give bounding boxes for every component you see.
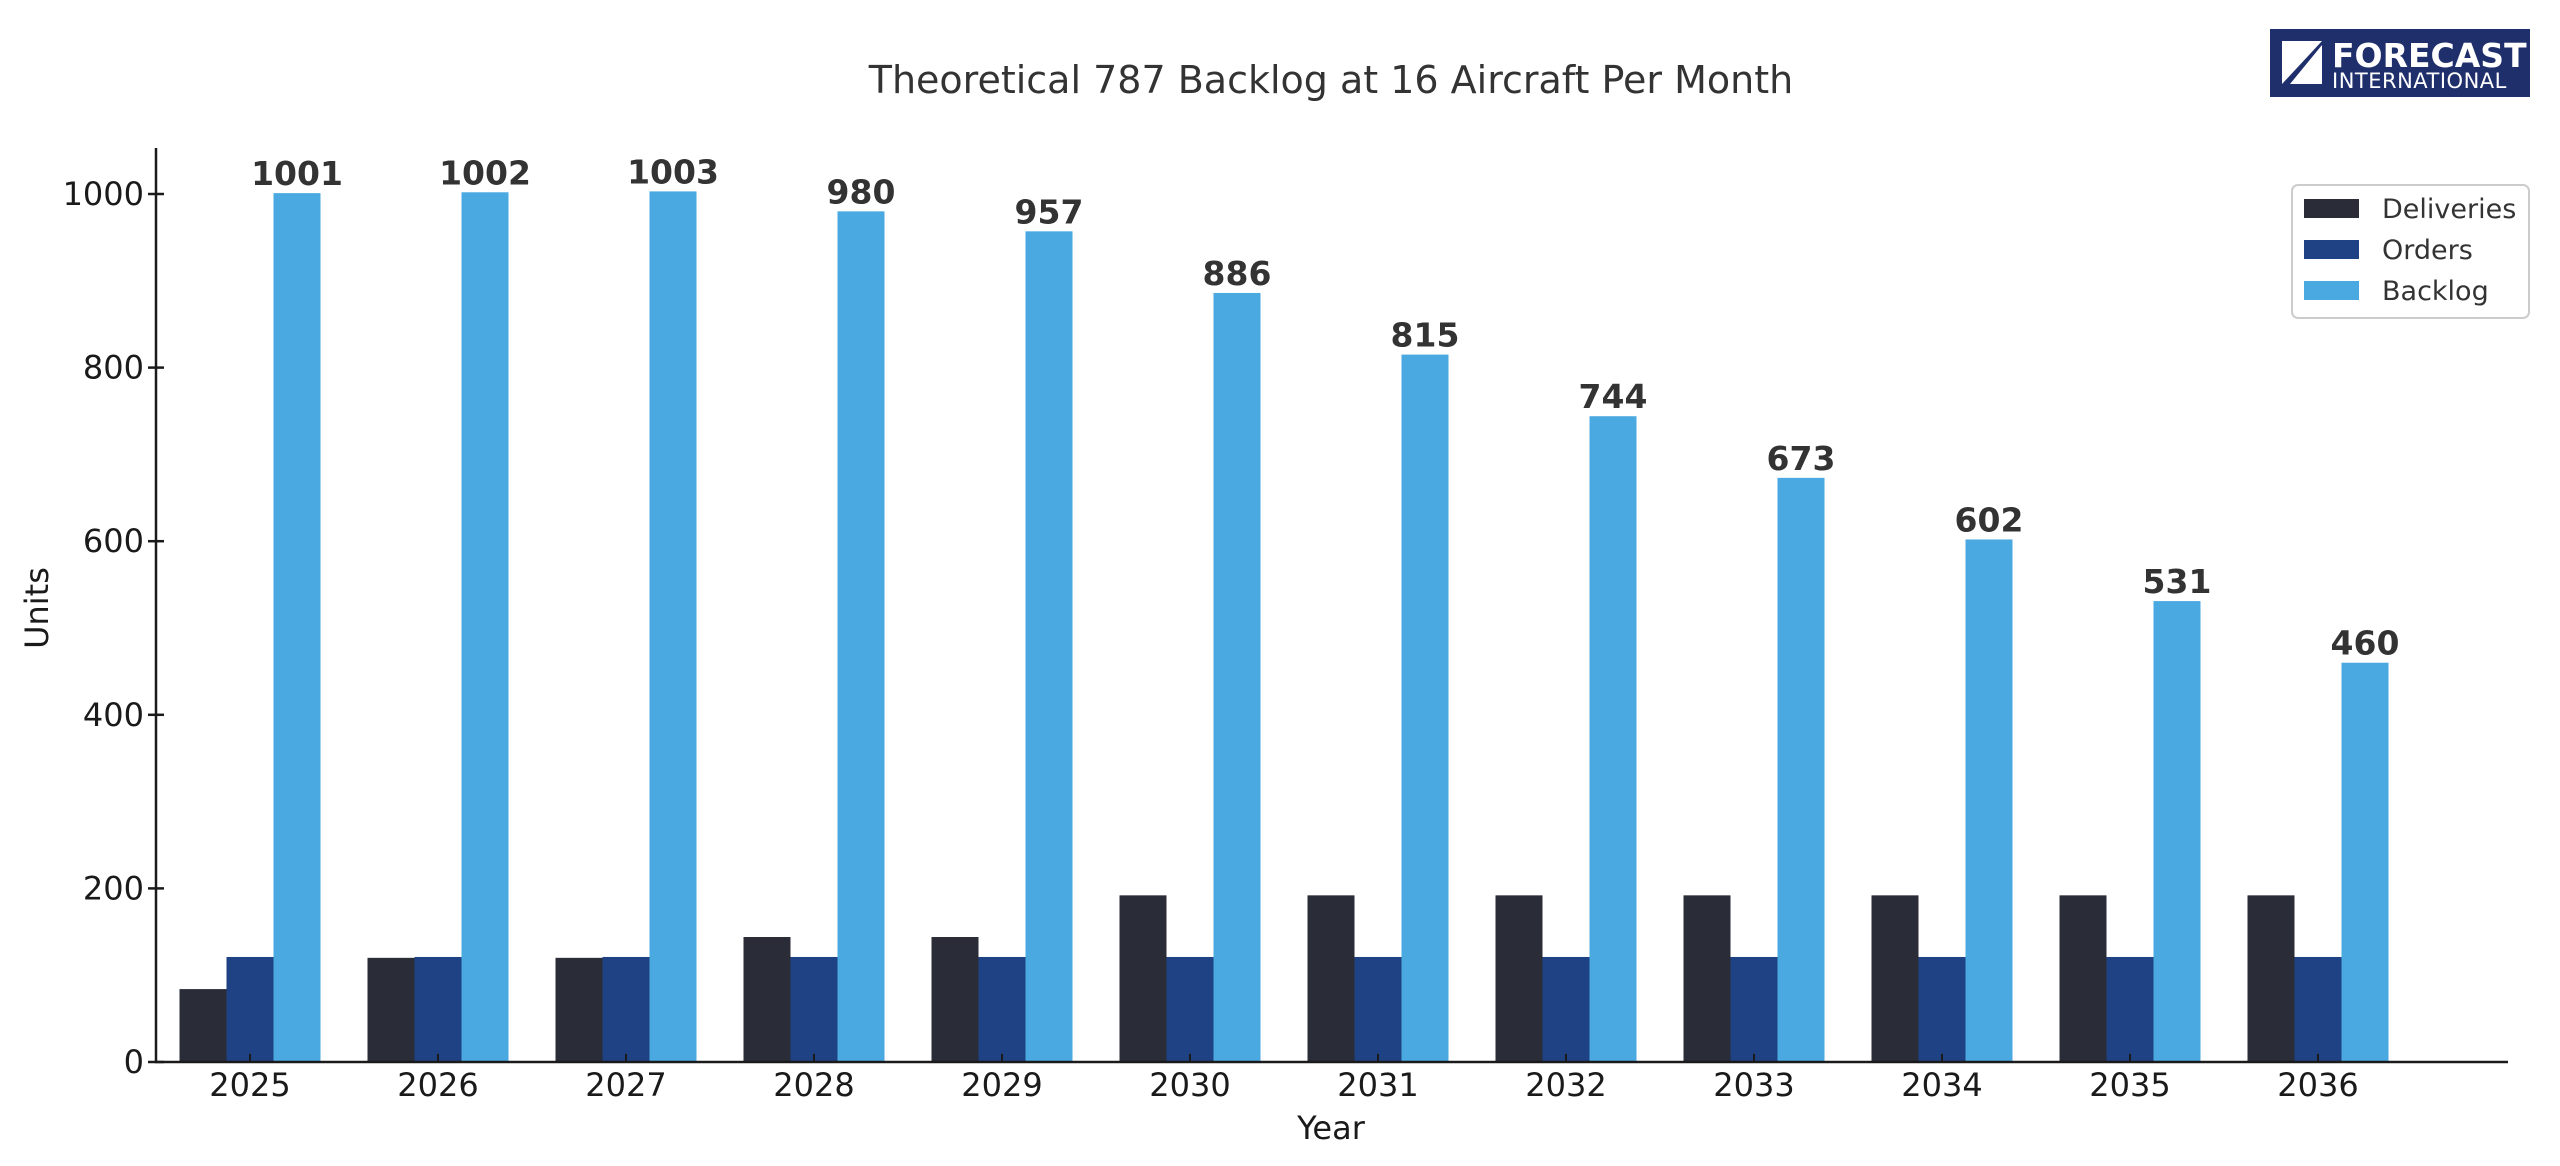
bar-orders-2025 (226, 956, 274, 1062)
legend-label-backlog: Backlog (2382, 276, 2489, 307)
bar-backlog-2027 (649, 191, 697, 1063)
legend-swatch-orders (2304, 240, 2359, 259)
bar-backlog-2025 (273, 193, 321, 1062)
bar-orders-2027 (602, 956, 650, 1062)
x-tick-label-2032: 2032 (1525, 1066, 1606, 1104)
data-label-2027: 1003 (627, 152, 719, 191)
y-tick-label: 1000 (63, 175, 144, 213)
x-tick-label-2026: 2026 (397, 1066, 478, 1104)
x-tick-label-2033: 2033 (1713, 1066, 1794, 1104)
y-tick-label: 600 (83, 522, 144, 560)
forecast-international-logo: FORECAST INTERNATIONAL (2270, 29, 2530, 97)
bar-deliveries-2036 (2247, 895, 2295, 1062)
bar-backlog-2036 (2341, 662, 2389, 1062)
bar-orders-2035 (2106, 956, 2154, 1062)
bar-orders-2030 (1166, 956, 1214, 1062)
data-label-2032: 744 (1579, 377, 1648, 416)
x-tick-label-2028: 2028 (773, 1066, 854, 1104)
bar-backlog-2028 (837, 211, 885, 1063)
bar-backlog-2034 (1965, 539, 2013, 1062)
bar-deliveries-2026 (367, 957, 415, 1062)
x-tick-label-2027: 2027 (585, 1066, 666, 1104)
data-label-2034: 602 (1955, 500, 2024, 539)
bar-backlog-2033 (1777, 477, 1825, 1062)
x-tick-label-2036: 2036 (2277, 1066, 2358, 1104)
bar-backlog-2026 (461, 192, 509, 1062)
bar-orders-2031 (1354, 956, 1402, 1062)
bar-backlog-2029 (1025, 231, 1073, 1062)
y-tick-label: 800 (83, 349, 144, 387)
data-labels-group: 1001 1002 1003 980 957 886 815 744 673 602 531 460 (251, 152, 2399, 662)
data-label-2036: 460 (2331, 624, 2400, 663)
y-tick-label: 200 (83, 869, 144, 907)
legend: Deliveries Orders Backlog (2291, 184, 2530, 319)
x-tick-label-2030: 2030 (1149, 1066, 1230, 1104)
bar-orders-2028 (790, 956, 838, 1062)
y-axis-label: Units (18, 567, 56, 649)
bar-orders-2026 (414, 956, 462, 1062)
data-label-2025: 1001 (251, 154, 343, 193)
y-tick-label: 400 (83, 696, 144, 734)
bar-backlog-2030 (1213, 292, 1261, 1063)
logo-text-forecast: FORECAST (2332, 36, 2527, 75)
bar-deliveries-2035 (2059, 895, 2107, 1062)
bars-group (179, 191, 2389, 1063)
logo-text-international: INTERNATIONAL (2332, 69, 2507, 93)
bar-deliveries-2034 (1871, 895, 1919, 1062)
bar-deliveries-2029 (931, 937, 979, 1062)
bar-deliveries-2030 (1119, 895, 1167, 1062)
data-label-2031: 815 (1391, 316, 1460, 355)
data-label-2026: 1002 (439, 153, 531, 192)
data-label-2028: 980 (827, 172, 896, 211)
legend-label-deliveries: Deliveries (2382, 194, 2516, 225)
data-label-2033: 673 (1767, 439, 1836, 478)
bar-orders-2034 (1918, 956, 1966, 1062)
bar-orders-2032 (1542, 956, 1590, 1062)
y-ticks-group: 0 200 400 600 800 1000 (63, 175, 164, 1081)
legend-swatch-deliveries (2304, 199, 2359, 218)
bar-deliveries-2025 (179, 989, 227, 1062)
bar-backlog-2035 (2153, 601, 2201, 1062)
x-tick-label-2025: 2025 (209, 1066, 290, 1104)
bar-orders-2036 (2294, 956, 2342, 1062)
data-label-2030: 886 (1203, 254, 1272, 293)
x-tick-label-2035: 2035 (2089, 1066, 2170, 1104)
x-ticks-group: 2025 2026 2027 2028 2029 2030 2031 2032 2033 2034… (209, 1054, 2359, 1104)
bar-orders-2029 (978, 956, 1026, 1062)
bar-deliveries-2032 (1495, 895, 1543, 1062)
bar-deliveries-2031 (1307, 895, 1355, 1062)
bar-deliveries-2027 (555, 957, 603, 1062)
bar-deliveries-2033 (1683, 895, 1731, 1062)
bar-backlog-2031 (1401, 354, 1449, 1062)
x-tick-label-2034: 2034 (1901, 1066, 1982, 1104)
bar-orders-2033 (1730, 956, 1778, 1062)
x-tick-label-2031: 2031 (1337, 1066, 1418, 1104)
logo-mark-icon (2282, 41, 2322, 84)
chart-title: Theoretical 787 Backlog at 16 Aircraft P… (868, 58, 1794, 102)
bar-deliveries-2028 (743, 937, 791, 1062)
legend-swatch-backlog (2304, 281, 2359, 300)
legend-label-orders: Orders (2382, 235, 2473, 266)
data-label-2035: 531 (2143, 562, 2212, 601)
data-label-2029: 957 (1015, 192, 1084, 231)
y-tick-label: 0 (124, 1043, 144, 1081)
x-tick-label-2029: 2029 (961, 1066, 1042, 1104)
bar-backlog-2032 (1589, 416, 1637, 1062)
x-axis-label: Year (1296, 1109, 1366, 1147)
